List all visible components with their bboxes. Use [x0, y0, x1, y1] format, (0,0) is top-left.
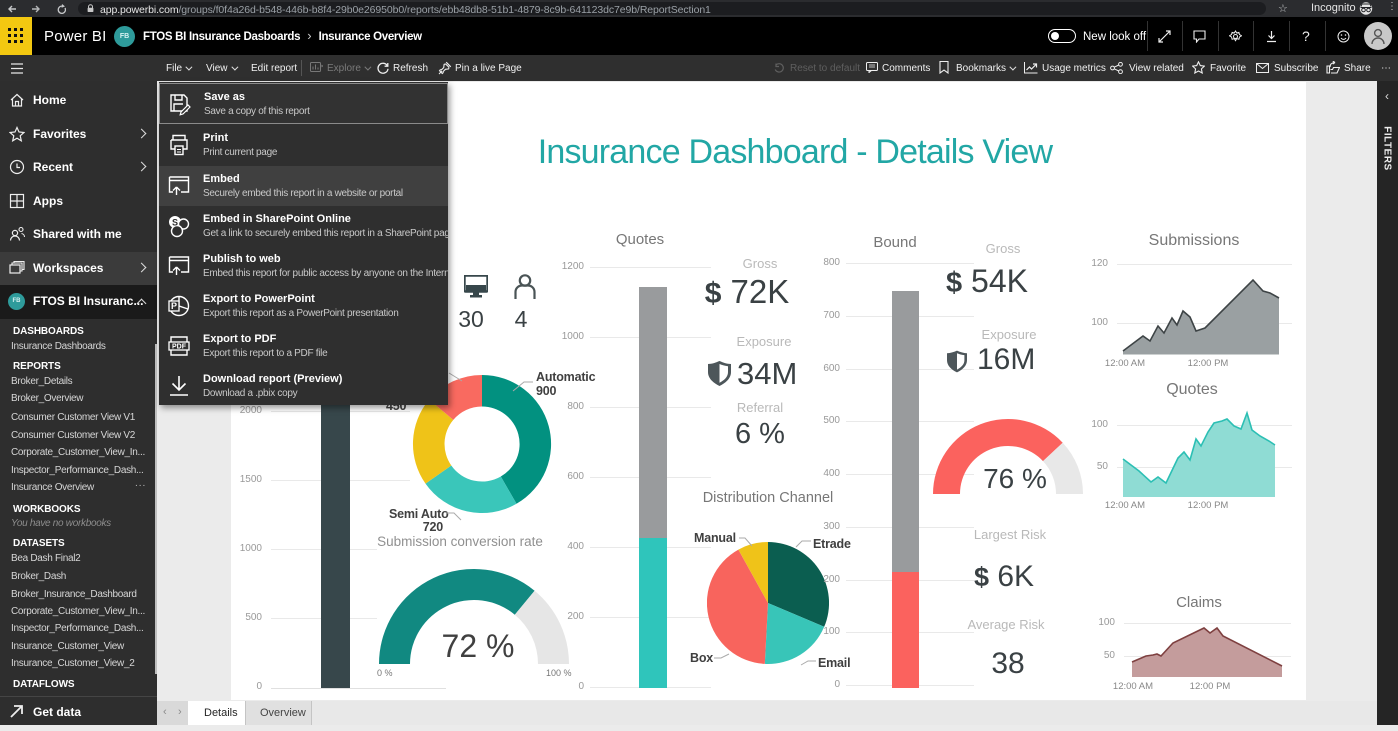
svg-text:P: P	[171, 301, 177, 311]
svg-text:S: S	[172, 218, 178, 228]
svg-text:PDF: PDF	[172, 344, 187, 351]
